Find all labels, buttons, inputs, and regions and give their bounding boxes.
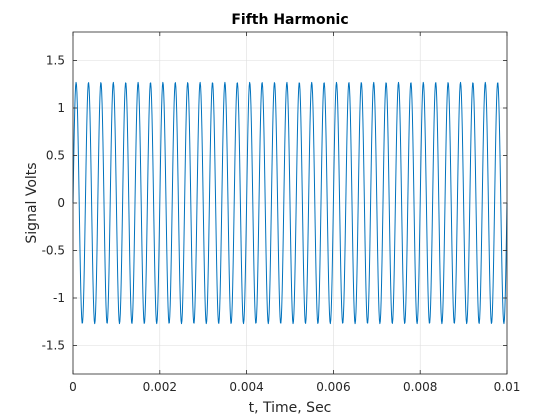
y-tick-label: 0: [57, 196, 65, 210]
y-tick-label: 1: [57, 101, 65, 115]
x-axis-label: t, Time, Sec: [249, 400, 332, 416]
chart-title: Fifth Harmonic: [231, 12, 348, 28]
x-tick-label: 0.008: [403, 380, 437, 394]
x-axis: 0 0.002 0.004 0.006 0.008 0.01: [69, 32, 520, 394]
x-tick-label: 0.004: [229, 380, 263, 394]
y-tick-label: 1.5: [46, 54, 65, 68]
series-layer: [72, 81, 508, 325]
y-tick-label: 0.5: [46, 149, 65, 163]
y-tick-label: -1: [53, 291, 65, 305]
y-axis-label: Signal Volts: [24, 162, 40, 243]
y-tick-label: -0.5: [42, 244, 65, 258]
x-tick-label: 0.006: [316, 380, 350, 394]
y-axis: 1.5 1 0.5 0 -0.5 -1 -1.5: [42, 54, 507, 353]
x-tick-label: 0.01: [494, 380, 521, 394]
x-tick-label: 0.002: [143, 380, 177, 394]
x-tick-label: 0: [69, 380, 77, 394]
y-tick-label: -1.5: [42, 339, 65, 353]
series-line: [72, 81, 508, 325]
